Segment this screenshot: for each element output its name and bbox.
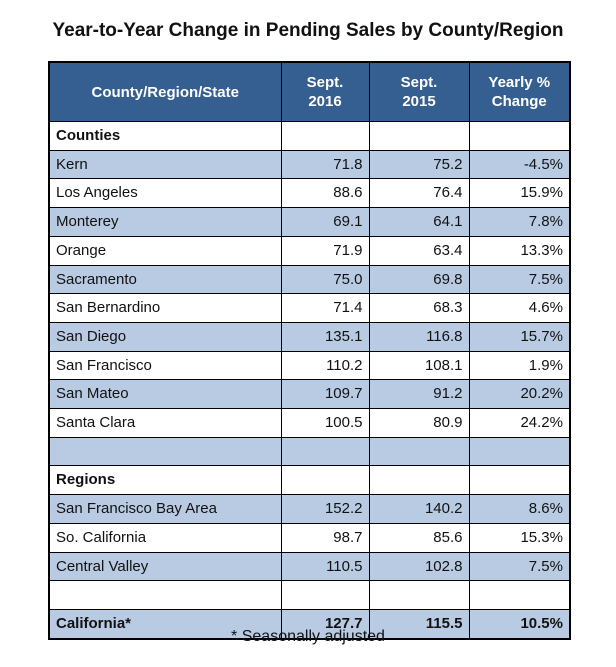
- row-label-cell: California*: [48, 608, 282, 640]
- table-row: San Mateo 109.7 91.2 20.2%: [48, 379, 571, 410]
- table-row: Santa Clara 100.5 80.9 24.2%: [48, 408, 571, 438]
- value-cell: 7.5%: [468, 264, 571, 295]
- value-cell: 88.6: [280, 178, 370, 209]
- value-cell: 115.5: [368, 608, 470, 640]
- value-cell: 135.1: [280, 321, 370, 352]
- value-cell: 71.4: [280, 293, 370, 323]
- value-cell: 63.4: [368, 235, 470, 266]
- table-row: San Bernardino 71.4 68.3 4.6%: [48, 293, 571, 323]
- value-cell: [368, 436, 470, 467]
- value-cell: [368, 465, 470, 496]
- value-cell: 69.8: [368, 264, 470, 295]
- value-cell: 13.3%: [468, 235, 571, 266]
- value-cell: 76.4: [368, 178, 470, 209]
- value-cell: [280, 121, 370, 151]
- row-label-cell: Counties: [48, 121, 282, 151]
- value-cell: 8.6%: [468, 494, 571, 524]
- row-label-cell: Regions: [48, 465, 282, 496]
- footnote: * Seasonally adjusted: [231, 628, 385, 645]
- value-cell: 1.9%: [468, 350, 571, 381]
- row-label-cell: Los Angeles: [48, 178, 282, 209]
- section-row: Counties: [48, 121, 571, 151]
- value-cell: 15.3%: [468, 522, 571, 553]
- value-cell: 152.2: [280, 494, 370, 524]
- value-cell: 15.9%: [468, 178, 571, 209]
- value-cell: 140.2: [368, 494, 470, 524]
- row-label-cell: Sacramento: [48, 264, 282, 295]
- pending-sales-table: County/Region/State Sept. 2016 Sept. 2015 …: [48, 61, 571, 640]
- total-row: California* 127.7 115.5 10.5%: [48, 608, 571, 640]
- table-row: Central Valley 110.5 102.8 7.5%: [48, 551, 571, 582]
- value-cell: [280, 465, 370, 496]
- value-cell: 15.7%: [468, 321, 571, 352]
- value-cell: 7.5%: [468, 551, 571, 582]
- value-cell: 71.8: [280, 149, 370, 180]
- value-cell: 116.8: [368, 321, 470, 352]
- row-label-cell: San Bernardino: [48, 293, 282, 323]
- value-cell: 20.2%: [468, 379, 571, 410]
- row-label-cell: Santa Clara: [48, 408, 282, 438]
- row-label-cell: San Francisco: [48, 350, 282, 381]
- table-row: Sacramento 75.0 69.8 7.5%: [48, 264, 571, 295]
- blank-row: [48, 580, 571, 610]
- table-body: Counties Kern 71.8 75.2 -4.5% Los Angeles 88.6…: [48, 121, 571, 640]
- value-cell: 110.2: [280, 350, 370, 381]
- section-row: Regions: [48, 465, 571, 496]
- value-cell: 91.2: [368, 379, 470, 410]
- row-label-cell: [48, 580, 282, 610]
- value-cell: [368, 121, 470, 151]
- column-header: Yearly % Change: [468, 61, 571, 122]
- value-cell: 69.1: [280, 207, 370, 237]
- value-cell: 64.1: [368, 207, 470, 237]
- row-label-cell: Monterey: [48, 207, 282, 237]
- value-cell: [368, 580, 470, 610]
- value-cell: 110.5: [280, 551, 370, 582]
- column-header: Sept. 2015: [368, 61, 470, 122]
- table-row: Orange 71.9 63.4 13.3%: [48, 235, 571, 266]
- row-label-cell: Orange: [48, 235, 282, 266]
- table-row: Kern 71.8 75.2 -4.5%: [48, 149, 571, 180]
- value-cell: 7.8%: [468, 207, 571, 237]
- column-header: Sept. 2016: [280, 61, 370, 122]
- blank-row: [48, 436, 571, 467]
- row-label-cell: Central Valley: [48, 551, 282, 582]
- row-label-cell: Kern: [48, 149, 282, 180]
- header-row: County/Region/State Sept. 2016 Sept. 2015 …: [48, 61, 571, 122]
- table-row: Monterey 69.1 64.1 7.8%: [48, 207, 571, 237]
- table-row: Los Angeles 88.6 76.4 15.9%: [48, 178, 571, 209]
- value-cell: [468, 580, 571, 610]
- value-cell: 102.8: [368, 551, 470, 582]
- value-cell: [468, 465, 571, 496]
- value-cell: 98.7: [280, 522, 370, 553]
- chart-title: Year-to-Year Change in Pending Sales by …: [52, 20, 564, 41]
- value-cell: 75.0: [280, 264, 370, 295]
- value-cell: 109.7: [280, 379, 370, 410]
- value-cell: [280, 580, 370, 610]
- table-row: San Diego 135.1 116.8 15.7%: [48, 321, 571, 352]
- row-label-cell: [48, 436, 282, 467]
- value-cell: 68.3: [368, 293, 470, 323]
- value-cell: -4.5%: [468, 149, 571, 180]
- value-cell: 4.6%: [468, 293, 571, 323]
- table-row: So. California 98.7 85.6 15.3%: [48, 522, 571, 553]
- row-label-cell: San Diego: [48, 321, 282, 352]
- table-row: San Francisco Bay Area 152.2 140.2 8.6%: [48, 494, 571, 524]
- value-cell: [468, 121, 571, 151]
- column-header: County/Region/State: [48, 61, 282, 122]
- value-cell: 71.9: [280, 235, 370, 266]
- value-cell: 75.2: [368, 149, 470, 180]
- value-cell: 108.1: [368, 350, 470, 381]
- value-cell: 80.9: [368, 408, 470, 438]
- row-label-cell: San Francisco Bay Area: [48, 494, 282, 524]
- value-cell: [468, 436, 571, 467]
- value-cell: 24.2%: [468, 408, 571, 438]
- row-label-cell: San Mateo: [48, 379, 282, 410]
- value-cell: 85.6: [368, 522, 470, 553]
- value-cell: 10.5%: [468, 608, 571, 640]
- row-label-cell: So. California: [48, 522, 282, 553]
- table-row: San Francisco 110.2 108.1 1.9%: [48, 350, 571, 381]
- value-cell: [280, 436, 370, 467]
- value-cell: 100.5: [280, 408, 370, 438]
